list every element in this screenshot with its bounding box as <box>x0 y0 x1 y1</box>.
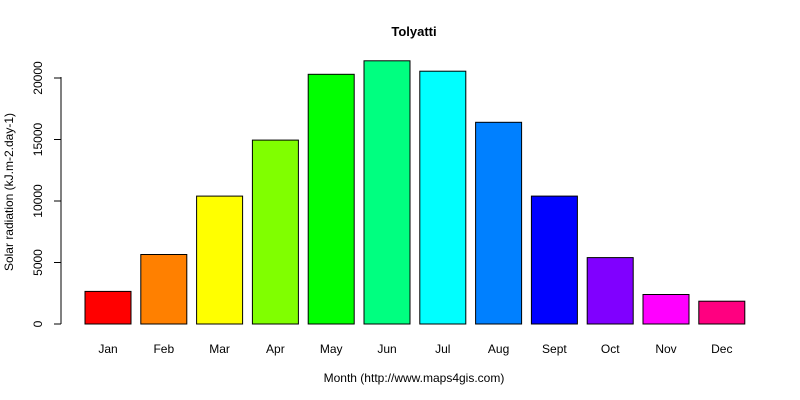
y-axis-ticks: 0 5000 10000 15000 20000 <box>31 61 61 327</box>
bar-may <box>307 73 355 325</box>
y-tick-label: 5000 <box>31 249 45 276</box>
x-tick-label: Jun <box>377 342 396 356</box>
y-tick-label: 10000 <box>31 184 45 218</box>
x-axis-label: Month (http://www.maps4gis.com) <box>324 371 505 385</box>
x-tick-label: Sept <box>542 342 567 356</box>
x-tick-label: Dec <box>711 342 732 356</box>
bar-nov <box>642 294 690 325</box>
x-tick-label: Jan <box>98 342 117 356</box>
bars-group <box>84 60 746 325</box>
x-tick-label: May <box>320 342 343 356</box>
bar-feb <box>140 254 188 325</box>
x-tick-label: Apr <box>266 342 285 356</box>
bar-oct <box>586 257 634 325</box>
x-tick-label: Oct <box>601 342 620 356</box>
bar-aug <box>475 121 523 325</box>
bar-apr <box>251 139 299 325</box>
x-tick-label: Mar <box>209 342 230 356</box>
x-tick-label: Jul <box>435 342 450 356</box>
bar-jul <box>419 70 467 325</box>
chart-title: Tolyatti <box>391 24 436 39</box>
x-tick-label: Nov <box>655 342 676 356</box>
x-tick-label: Aug <box>488 342 509 356</box>
bar-sept <box>530 195 578 325</box>
x-tick-label: Feb <box>153 342 174 356</box>
y-tick-label: 15000 <box>31 122 45 156</box>
bar-mar <box>196 195 244 325</box>
x-axis-labels: Jan Feb Mar Apr May Jun Jul Aug Sept Oct Nov Dec <box>98 342 732 356</box>
bar-dec <box>698 300 746 325</box>
bar-jun <box>363 60 411 325</box>
y-axis-label: Solar radiation (kJ.m-2.day-1) <box>2 113 16 271</box>
bar-jan <box>84 290 132 325</box>
y-tick-label: 20000 <box>31 61 45 95</box>
y-tick-label: 0 <box>31 320 45 327</box>
